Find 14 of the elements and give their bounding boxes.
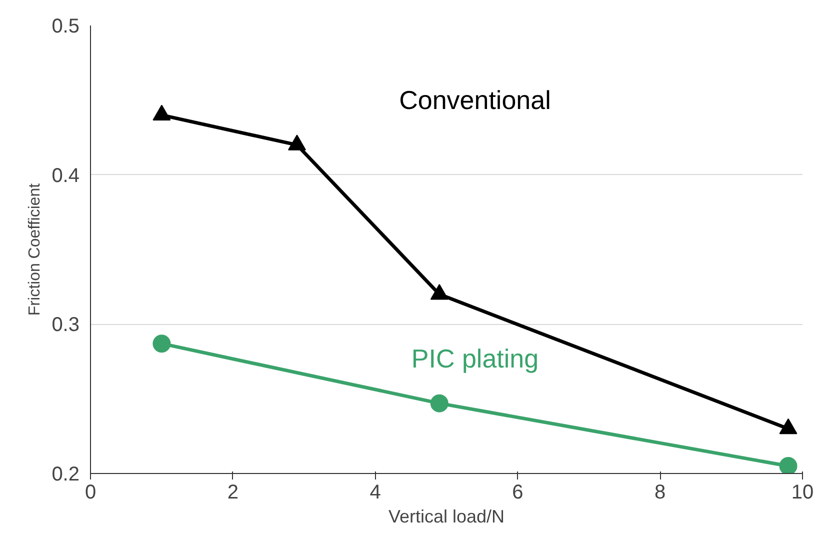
x-tick-label: 0 [84, 482, 96, 504]
x-tick-label: 2 [227, 482, 238, 504]
x-axis-title: Vertical load/N [388, 506, 505, 526]
y-tick-label: 0.4 [52, 164, 80, 187]
x-tick-label: 6 [512, 482, 524, 504]
y-axis-title: Friction Coefficient [26, 182, 44, 316]
y-tick-label: 0.3 [52, 314, 80, 336]
x-tick-label: 10 [791, 482, 814, 504]
x-tick-label: 4 [370, 482, 381, 504]
x-tick-label: 8 [654, 482, 666, 504]
text: Conventional [399, 85, 551, 116]
series-label: PIC plating [411, 343, 539, 374]
y-tick-label: 0.5 [52, 16, 80, 38]
y-tick-label: 0.2 [52, 464, 80, 486]
